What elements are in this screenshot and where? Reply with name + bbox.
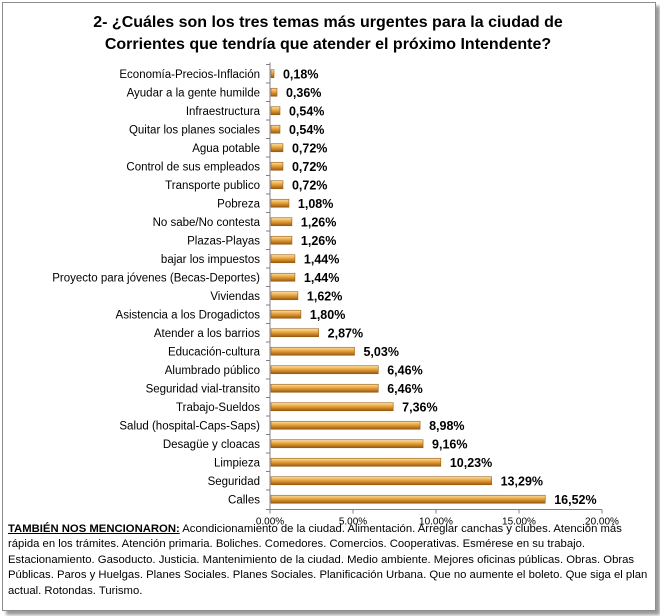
bar — [270, 106, 281, 116]
bar — [270, 494, 546, 504]
value-label: 0,72% — [292, 160, 327, 174]
bar — [270, 69, 275, 79]
category-label: Pobreza — [217, 198, 260, 210]
category-label: Seguridad — [208, 476, 260, 488]
value-label: 9,16% — [432, 437, 467, 451]
footnote-lead: TAMBIÉN NOS MENCIONARON: — [8, 523, 180, 535]
chart-title-line-2: Corrientes que tendría que atender el pr… — [104, 36, 552, 53]
category-label: Trabajo-Sueldos — [176, 402, 260, 414]
bar — [270, 180, 284, 190]
bar — [270, 439, 424, 449]
bar — [270, 457, 442, 467]
category-label: Ayudar a la gente humilde — [127, 87, 260, 99]
bar — [270, 309, 302, 319]
bar — [270, 272, 296, 282]
bar — [270, 87, 278, 97]
bar — [270, 420, 421, 430]
category-label: Transporte publico — [165, 180, 260, 192]
value-label: 1,62% — [307, 289, 342, 303]
value-label: 6,46% — [387, 363, 422, 377]
value-label: 1,44% — [304, 252, 339, 266]
value-label: 8,98% — [429, 419, 464, 433]
chart-title-line-1: 2- ¿Cuáles son los tres temas más urgent… — [93, 14, 563, 31]
value-label: 1,26% — [301, 215, 336, 229]
value-label: 0,72% — [292, 178, 327, 192]
bar — [270, 476, 492, 486]
bar — [270, 402, 394, 412]
bar — [270, 217, 293, 227]
category-label: Seguridad vial-transito — [146, 383, 260, 395]
category-label: Asistencia a los Drogadictos — [116, 309, 261, 321]
x-tick-label: 5.00% — [339, 517, 367, 528]
value-label: 7,36% — [402, 400, 437, 414]
bar — [270, 365, 379, 375]
footnote-text: Acondicionamiento de la ciudad. Alimenta… — [8, 523, 648, 597]
value-label: 0,18% — [283, 67, 318, 81]
category-label: bajar los impuestos — [161, 254, 260, 266]
value-label: 1,26% — [301, 234, 336, 248]
value-label: 0,36% — [286, 86, 321, 100]
bar — [270, 161, 284, 171]
value-label: 1,08% — [298, 197, 333, 211]
category-label: Control de sus empleados — [126, 161, 260, 173]
bar — [270, 291, 299, 301]
category-label: Quitar los planes sociales — [129, 124, 260, 136]
bar — [270, 143, 284, 153]
bar — [270, 383, 379, 393]
footnote: TAMBIÉN NOS MENCIONARON: Acondicionamien… — [8, 522, 648, 599]
bar — [270, 254, 296, 264]
x-tick-label: 15.00% — [502, 517, 536, 528]
category-label: Desagüe y cloacas — [163, 439, 260, 451]
category-label: Alumbrado público — [165, 365, 260, 377]
value-label: 0,54% — [289, 123, 324, 137]
value-label: 0,54% — [289, 104, 324, 118]
category-label: Atender a los barrios — [154, 328, 260, 340]
category-label: Salud (hospital-Caps-Saps) — [119, 420, 260, 432]
x-tick-label: 10.00% — [419, 517, 453, 528]
value-label: 13,29% — [501, 474, 543, 488]
bar-chart: 0.00% 5.00% 10.00% 15.00% 20.00% Economía-Pre… — [52, 62, 619, 528]
category-label: Infraestructura — [186, 106, 261, 118]
category-label: Plazas-Playas — [187, 235, 260, 247]
x-tick-label: 20.00% — [585, 517, 619, 528]
category-label: Educación-cultura — [168, 346, 261, 358]
category-label: Calles — [228, 494, 260, 506]
bar — [270, 235, 293, 245]
bar — [270, 328, 319, 338]
category-label: Economía-Precios-Inflación — [119, 69, 260, 81]
category-label: Limpieza — [214, 457, 261, 469]
value-label: 0,72% — [292, 141, 327, 155]
bar — [270, 124, 281, 134]
bar — [270, 198, 290, 208]
chart-title: 2- ¿Cuáles son los tres temas más urgent… — [0, 12, 656, 56]
value-label: 2,87% — [328, 326, 363, 340]
category-label: Viviendas — [210, 291, 260, 303]
value-label: 6,46% — [387, 382, 422, 396]
category-label: Proyecto para jóvenes (Becas-Deportes) — [52, 272, 260, 284]
value-label: 1,80% — [310, 308, 345, 322]
value-label: 16,52% — [554, 493, 596, 507]
category-label: No sabe/No contesta — [153, 217, 261, 229]
x-tick-label: 0.00% — [256, 517, 284, 528]
value-label: 5,03% — [363, 345, 398, 359]
bar — [270, 346, 355, 356]
value-label: 1,44% — [304, 271, 339, 285]
category-label: Agua potable — [192, 143, 260, 155]
value-label: 10,23% — [450, 456, 492, 470]
